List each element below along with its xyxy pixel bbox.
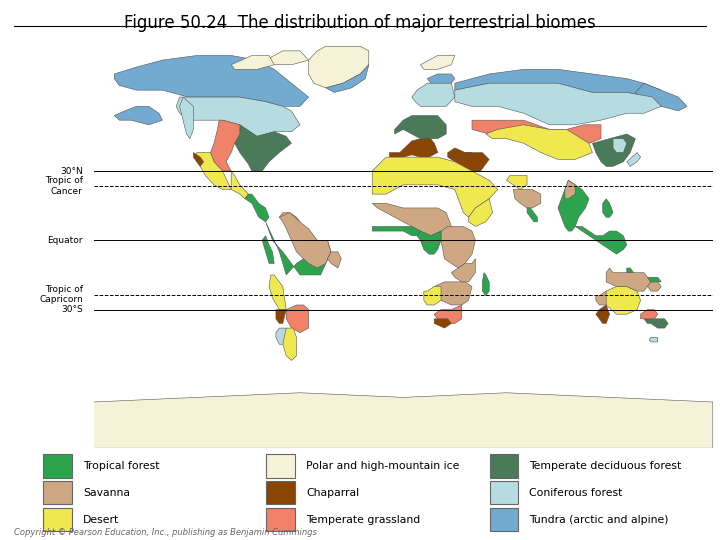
Text: Tropical forest: Tropical forest — [83, 461, 159, 471]
Polygon shape — [372, 226, 420, 235]
Polygon shape — [647, 282, 661, 291]
Polygon shape — [328, 252, 341, 268]
Polygon shape — [635, 83, 687, 111]
Text: Savanna: Savanna — [83, 488, 130, 498]
Polygon shape — [262, 235, 274, 264]
Polygon shape — [390, 139, 438, 157]
Bar — [266, 454, 295, 478]
Polygon shape — [176, 97, 300, 136]
Polygon shape — [448, 148, 472, 157]
Text: Tundra (arctic and alpine): Tundra (arctic and alpine) — [529, 515, 669, 524]
Polygon shape — [593, 134, 635, 166]
Polygon shape — [434, 305, 462, 323]
Polygon shape — [482, 273, 489, 296]
Polygon shape — [575, 226, 627, 254]
Polygon shape — [434, 282, 472, 305]
Polygon shape — [469, 199, 492, 226]
Text: Equator: Equator — [48, 236, 83, 245]
Polygon shape — [235, 125, 292, 171]
Bar — [490, 454, 518, 478]
Polygon shape — [427, 74, 455, 83]
Polygon shape — [603, 287, 641, 314]
Polygon shape — [627, 152, 641, 166]
Polygon shape — [279, 213, 300, 226]
Polygon shape — [434, 319, 451, 328]
Polygon shape — [287, 305, 309, 333]
Polygon shape — [451, 259, 475, 282]
Polygon shape — [603, 199, 613, 217]
Polygon shape — [412, 83, 455, 106]
Text: Polar and high-mountain ice: Polar and high-mountain ice — [306, 461, 459, 471]
Polygon shape — [283, 328, 297, 360]
Polygon shape — [197, 152, 231, 190]
Text: Chaparral: Chaparral — [306, 488, 359, 498]
Polygon shape — [649, 338, 658, 342]
Polygon shape — [372, 157, 498, 217]
Bar — [490, 481, 518, 504]
Polygon shape — [114, 106, 163, 125]
Polygon shape — [325, 65, 369, 92]
Polygon shape — [210, 120, 240, 171]
Polygon shape — [606, 268, 651, 291]
Text: Coniferous forest: Coniferous forest — [529, 488, 623, 498]
Bar — [266, 481, 295, 504]
Text: Figure 50.24  The distribution of major terrestrial biomes: Figure 50.24 The distribution of major t… — [124, 14, 596, 31]
Polygon shape — [565, 180, 575, 199]
Polygon shape — [424, 139, 438, 152]
Polygon shape — [647, 277, 661, 282]
Polygon shape — [266, 51, 309, 65]
Polygon shape — [472, 120, 601, 143]
Text: Tropic of
Capricorn: Tropic of Capricorn — [39, 285, 83, 304]
Polygon shape — [420, 56, 455, 69]
Polygon shape — [596, 305, 610, 323]
Polygon shape — [395, 116, 446, 139]
Bar — [43, 481, 72, 504]
Polygon shape — [448, 152, 489, 171]
Polygon shape — [179, 97, 194, 139]
Bar — [43, 454, 72, 478]
Polygon shape — [194, 152, 204, 166]
Bar — [266, 508, 295, 531]
Polygon shape — [644, 319, 668, 328]
Polygon shape — [94, 393, 713, 448]
Polygon shape — [596, 291, 606, 305]
Polygon shape — [231, 56, 274, 69]
Polygon shape — [276, 309, 287, 323]
Polygon shape — [269, 275, 287, 309]
Text: Tropic of
Cancer: Tropic of Cancer — [45, 177, 83, 195]
Polygon shape — [506, 176, 527, 190]
Polygon shape — [266, 222, 331, 275]
Text: 30°S: 30°S — [61, 305, 83, 314]
Text: 30°N: 30°N — [60, 166, 83, 176]
Text: Desert: Desert — [83, 515, 119, 524]
Text: Copyright © Pearson Education, Inc., publishing as Benjamin Cummings: Copyright © Pearson Education, Inc., pub… — [14, 528, 318, 537]
Polygon shape — [613, 139, 627, 152]
Polygon shape — [276, 328, 287, 345]
Polygon shape — [455, 83, 661, 125]
Polygon shape — [641, 309, 658, 319]
Text: Temperate deciduous forest: Temperate deciduous forest — [529, 461, 681, 471]
Polygon shape — [114, 56, 309, 106]
Polygon shape — [309, 46, 369, 88]
Bar — [490, 508, 518, 531]
Polygon shape — [527, 208, 537, 222]
Polygon shape — [486, 125, 593, 159]
Polygon shape — [245, 194, 269, 222]
Polygon shape — [417, 231, 441, 254]
Polygon shape — [627, 268, 634, 273]
Polygon shape — [455, 69, 661, 97]
Polygon shape — [372, 204, 451, 235]
Bar — [43, 508, 72, 531]
Text: Temperate grassland: Temperate grassland — [306, 515, 420, 524]
Polygon shape — [558, 180, 589, 231]
Polygon shape — [441, 226, 475, 268]
Polygon shape — [513, 190, 541, 208]
Polygon shape — [231, 171, 248, 199]
Polygon shape — [424, 287, 441, 305]
Polygon shape — [279, 213, 331, 268]
